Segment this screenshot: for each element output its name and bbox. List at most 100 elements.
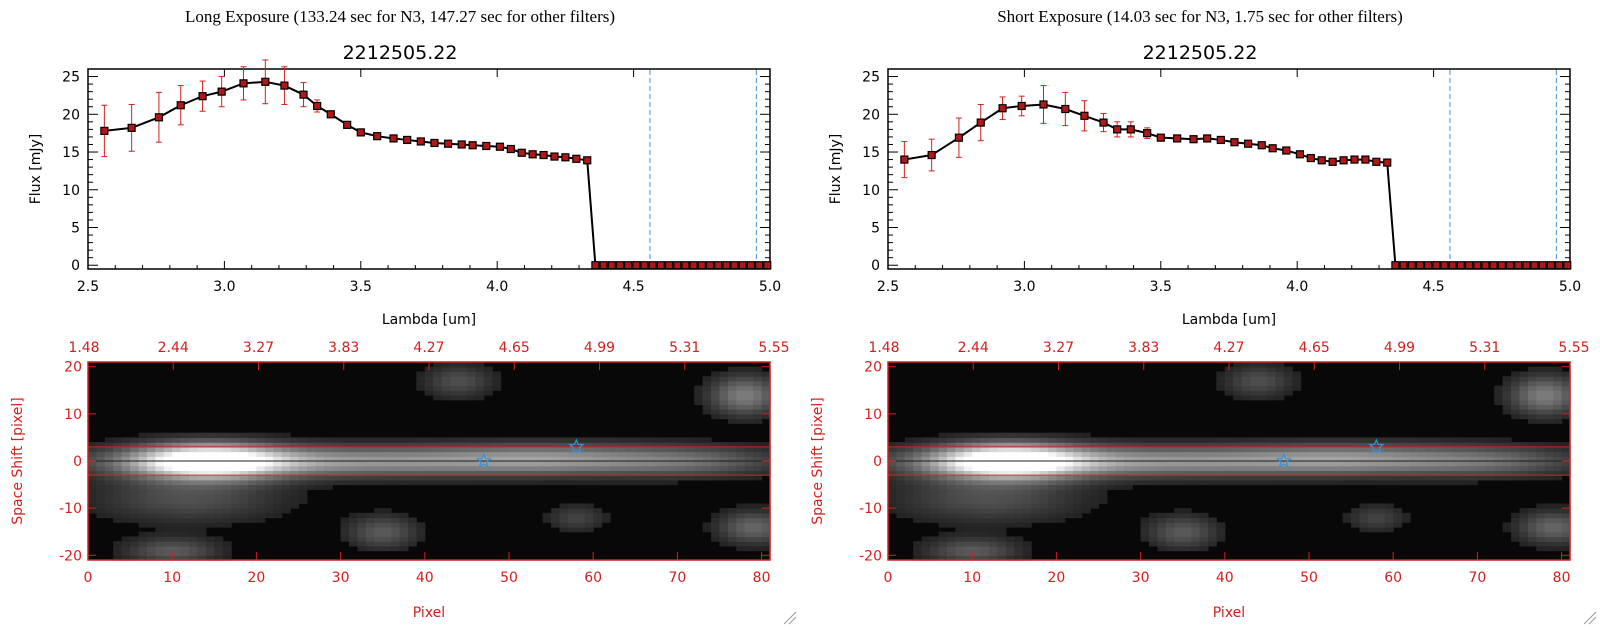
image-pixel <box>382 479 392 486</box>
image-pixel <box>1418 456 1428 462</box>
image-pixel <box>121 470 131 476</box>
image-pixel <box>938 541 948 547</box>
image-pixel <box>1511 475 1521 481</box>
image-pixel <box>1022 451 1032 457</box>
image-pixel <box>500 451 510 457</box>
image-pixel <box>1536 475 1546 481</box>
image-pixel <box>1511 536 1521 542</box>
image-pixel <box>197 498 207 505</box>
image-pixel <box>1266 461 1276 467</box>
image-pixel <box>761 522 771 528</box>
data-point <box>1295 150 1305 159</box>
image-pixel <box>433 470 443 476</box>
image-pixel <box>382 470 392 476</box>
image-pixel <box>727 465 737 472</box>
image-pixel <box>180 489 190 495</box>
image-pixel <box>424 442 434 448</box>
image-pixel <box>475 451 485 457</box>
image-pixel <box>407 531 417 538</box>
image-pixel <box>433 465 443 472</box>
image-pixel <box>416 376 426 382</box>
image-pixel <box>744 536 754 542</box>
image-pixel <box>130 489 140 495</box>
image-pixel <box>601 517 611 523</box>
image-pixel <box>239 442 249 448</box>
image-pixel <box>542 470 552 476</box>
image-pixel <box>904 442 914 448</box>
image-pixel <box>1022 442 1032 448</box>
image-pixel <box>290 461 300 467</box>
image-pixel <box>264 484 274 490</box>
image-pixel <box>668 475 678 481</box>
image-pixel <box>1342 512 1352 519</box>
image-pixel <box>1216 437 1226 443</box>
image-pixel <box>298 475 308 481</box>
image-pixel <box>205 498 215 505</box>
image-pixel <box>1149 437 1159 443</box>
image-pixel <box>475 475 485 481</box>
image-pixel <box>1098 470 1108 476</box>
image-pixel <box>736 517 746 523</box>
image-pixel <box>913 545 923 552</box>
image-pixel <box>652 475 662 481</box>
image-pixel <box>1300 456 1310 462</box>
image-pixel <box>980 437 990 443</box>
image-pixel <box>525 470 535 476</box>
image-pixel <box>1216 470 1226 476</box>
image-pixel <box>433 390 443 396</box>
image-pixel <box>290 442 300 448</box>
image-pixel <box>1157 517 1167 523</box>
image-pixel <box>1233 380 1243 387</box>
image-pixel <box>938 517 948 523</box>
image-pixel <box>332 470 342 476</box>
image-pixel <box>1258 470 1268 476</box>
image-pixel <box>1056 442 1066 448</box>
image-pixel <box>121 508 131 514</box>
image-pixel <box>1384 465 1394 472</box>
image-pixel <box>610 461 620 467</box>
data-point <box>1538 261 1547 270</box>
image-pixel <box>1494 475 1504 481</box>
image-pixel <box>1098 446 1108 453</box>
image-pixel <box>668 479 678 486</box>
image-pixel <box>1266 390 1276 396</box>
resize-grip-left[interactable] <box>783 611 797 625</box>
image-pixel <box>163 555 173 561</box>
image-pixel <box>1561 461 1571 467</box>
image-pixel <box>222 442 232 448</box>
image-pixel <box>736 508 746 514</box>
image-pixel <box>1544 409 1554 415</box>
image-pixel <box>1098 475 1108 481</box>
image-pixel <box>189 522 199 528</box>
image-pixel <box>1115 442 1125 448</box>
image-pixel <box>1511 413 1521 420</box>
image-pixel <box>155 527 165 533</box>
image-pixel <box>424 437 434 443</box>
data-point <box>1530 261 1539 270</box>
image-pixel <box>290 446 300 453</box>
image-pixel <box>374 470 384 476</box>
image-pixel <box>1241 385 1251 391</box>
image-pixel <box>534 442 544 448</box>
image-pixel <box>1081 479 1091 486</box>
image-pixel <box>1561 531 1571 538</box>
image-pixel <box>256 479 266 486</box>
image-pixel <box>1199 512 1209 519</box>
image-pixel <box>180 479 190 486</box>
image-pixel <box>551 517 561 523</box>
image-pixel <box>1544 527 1554 533</box>
image-pixel <box>1359 527 1369 533</box>
y-tick-label: 15 <box>62 145 80 161</box>
image-pixel <box>761 446 771 453</box>
image-pixel <box>1485 465 1495 472</box>
image-pixel <box>407 470 417 476</box>
resize-grip-right[interactable] <box>1583 611 1597 625</box>
image-pixel <box>913 508 923 514</box>
image-pixel <box>719 475 729 481</box>
image-pixel <box>643 479 653 486</box>
image-pixel <box>416 437 426 443</box>
image-pixel <box>121 545 131 552</box>
image-pixel <box>450 366 460 373</box>
image-pixel <box>593 461 603 467</box>
image-pixel <box>172 456 182 462</box>
